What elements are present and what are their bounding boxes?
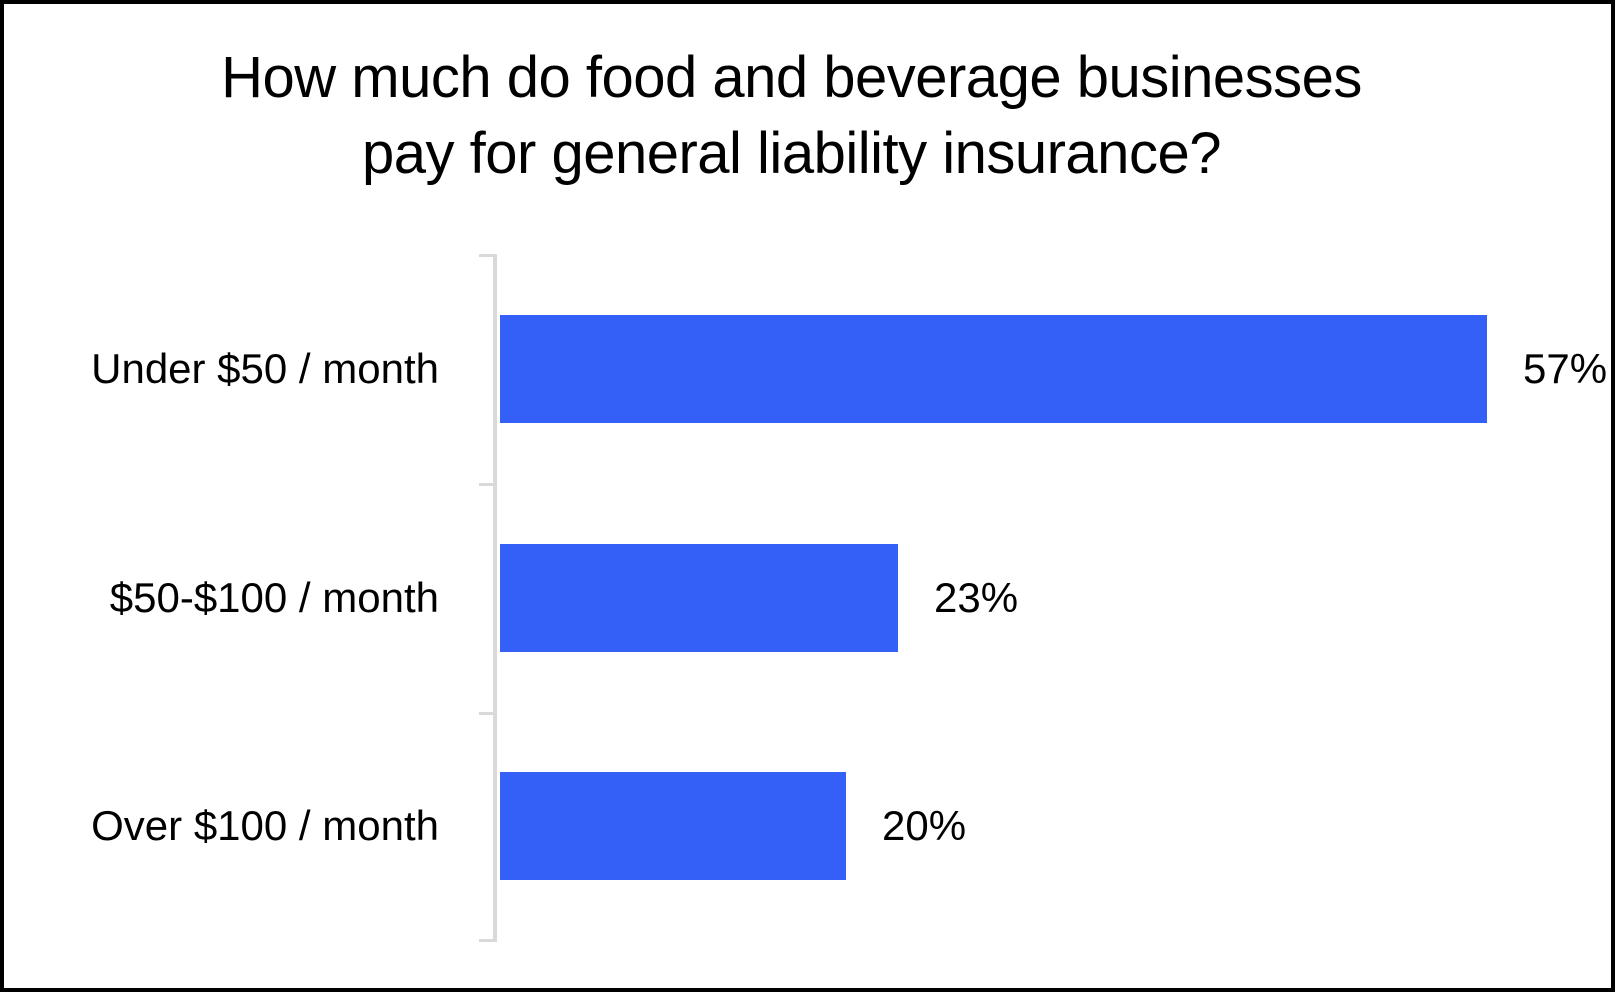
y-axis-tick: [479, 483, 494, 486]
y-axis-line: [493, 254, 497, 942]
chart-row: Over $100 / month 20%: [4, 772, 1611, 880]
bar-under-50: [500, 315, 1487, 423]
bar-over-100: [500, 772, 846, 880]
category-label-under-50: Under $50 / month: [91, 345, 439, 392]
y-axis-tick: [479, 939, 494, 942]
value-label-under-50: 57%: [1523, 345, 1608, 392]
chart-row: $50-$100 / month 23%: [4, 544, 1611, 652]
chart-title: How much do food and beverage businesses…: [4, 40, 1579, 192]
bar-50-100: [500, 544, 898, 652]
y-axis-tick: [479, 712, 494, 715]
chart-row: Under $50 / month 57%: [4, 315, 1611, 423]
chart-title-line-1: How much do food and beverage businesses: [221, 45, 1362, 110]
value-label-over-100: 20%: [882, 802, 967, 849]
category-label-over-100: Over $100 / month: [91, 802, 439, 849]
value-label-50-100: 23%: [934, 574, 1019, 621]
chart-title-line-2: pay for general liability insurance?: [362, 121, 1221, 186]
y-axis-tick: [479, 254, 494, 257]
category-label-50-100: $50-$100 / month: [109, 574, 439, 621]
